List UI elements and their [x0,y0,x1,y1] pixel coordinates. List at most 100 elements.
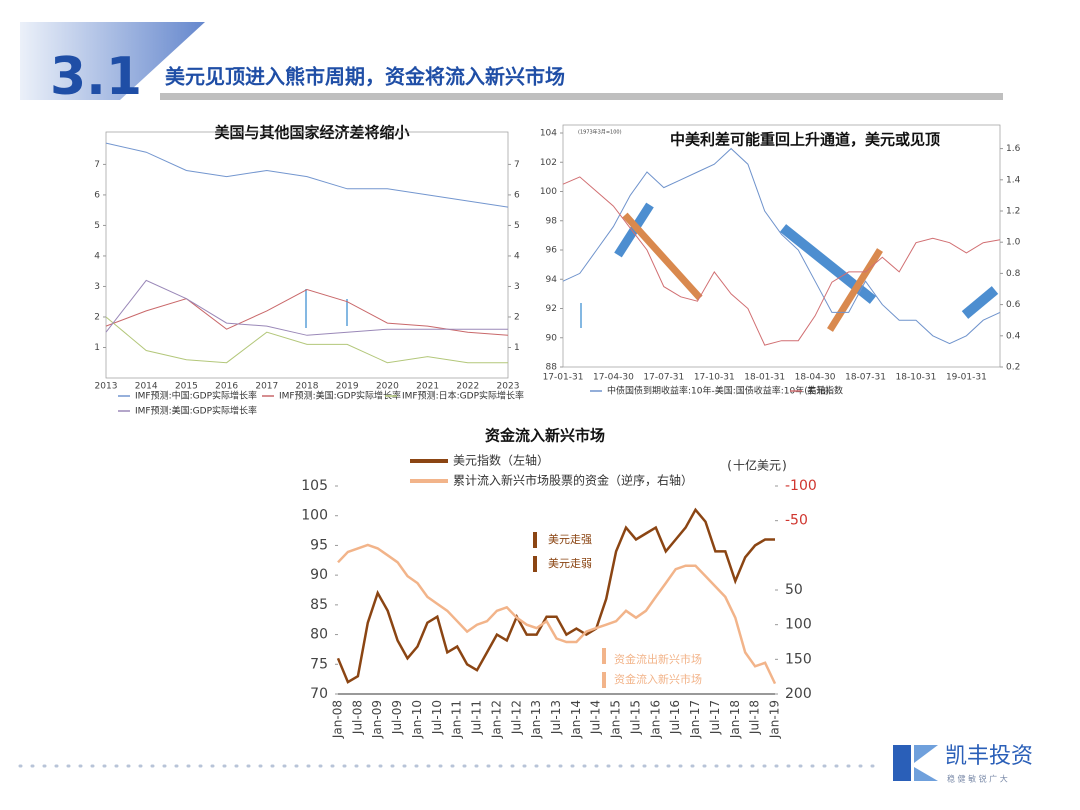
y2-tick-label: 1.2 [1006,207,1020,217]
y2-tick-label: 1 [514,343,520,353]
slide-title: 美元见顶进入熊市周期，资金将流入新兴市场 [165,65,565,89]
x-tick-label: Jan-13 [529,700,543,739]
y-tick-label: 70 [310,686,328,702]
y-tick-label: 100 [301,508,328,524]
y2-tick-label: 0.8 [1006,269,1021,279]
y2-axis-label: (十亿美元) [726,458,788,473]
logo-mark [914,767,938,781]
y-tick-label: 105 [301,478,328,494]
y-tick-label: 5 [94,221,100,231]
x-tick-label: Jan-19 [768,700,782,739]
series-line [336,507,775,684]
y-tick-label: 4 [94,251,100,261]
x-tick-label: 2019 [336,382,359,392]
y2-tick-label: 150 [785,651,812,667]
x-tick-label: Jul-17 [708,700,722,735]
y-tick-label: 100 [540,187,557,197]
x-tick-label: Jan-11 [450,700,464,739]
y2-tick-label: -100 [785,478,817,494]
x-tick-label: Jul-18 [748,700,762,735]
y-tick-label: 95 [310,537,328,553]
y-tick-label: 3 [94,282,100,292]
x-tick-label: Jul-10 [430,700,444,735]
y-tick-label: 96 [546,246,558,256]
y2-tick-label: 0.2 [1006,363,1020,373]
x-tick-label: Jan-08 [331,700,345,739]
arrow [622,212,703,301]
y-tick-label: 7 [94,160,100,170]
plot-frame [105,131,509,379]
series-line [105,279,508,336]
logo-tagline: 稳 健 敏 锐 广 大 [947,774,1008,784]
x-tick-label: Jul-12 [509,700,523,735]
x-tick-label: 2023 [497,382,520,392]
x-tick-label: 17-07-31 [643,373,684,383]
y2-tick-label: 1.4 [1006,175,1021,185]
header-decoration [20,22,205,100]
y-tick-label: 94 [546,275,558,285]
y-tick-label: 98 [546,216,558,226]
x-tick-label: Jan-09 [370,700,384,739]
y-tick-label: 92 [546,304,557,314]
y2-tick-label: 4 [514,251,520,261]
x-tick-label: Jan-12 [489,700,503,739]
y-tick-label: 75 [310,656,328,672]
y2-tick-label: 0.6 [1006,300,1021,310]
y2-tick-label: 0.4 [1006,331,1021,341]
x-tick-label: Jul-14 [589,700,603,735]
x-tick-label: Jul-08 [350,700,364,735]
y2-tick-label: 200 [785,686,812,702]
legend-label: IMF预测:美国:GDP实际增长率 [135,405,257,417]
legend-label: IMF预测:日本:GDP实际增长率 [402,390,524,402]
section-number: 3.1 [50,47,142,107]
x-tick-label: Jan-18 [728,700,742,739]
y2-tick-label: 50 [785,582,803,598]
x-tick-label: 2018 [296,382,319,392]
x-tick-label: Jan-10 [410,700,424,739]
logo-name: 凯丰投资 [945,744,1033,769]
y-tick-label: 2 [94,312,100,322]
x-tick-label: 2021 [416,382,439,392]
annotation: 资金流入新兴市场 [614,672,702,686]
x-tick-label: 2013 [95,382,118,392]
series-line [105,142,509,208]
legend-label: IMF预测:中国:GDP实际增长率 [135,390,257,402]
annotation: 资金流出新兴市场 [614,652,702,666]
annotation: 美元走强 [548,533,592,546]
x-tick-label: 17-10-31 [694,373,735,383]
x-tick-label: 18-04-30 [795,373,836,383]
y-tick-label: 1 [94,343,100,353]
x-tick-label: Jan-16 [648,700,662,739]
y-tick-label: 6 [94,190,100,200]
x-tick-label: Jan-17 [688,700,702,739]
y-tick-label: 90 [546,333,558,343]
x-tick-label: 2014 [135,382,158,392]
y2-tick-label: 1.6 [1006,144,1021,154]
x-tick-label: 2015 [175,382,198,392]
x-tick-label: Jul-16 [668,700,682,735]
legend-label: 美元指数（左轴） [453,453,549,468]
x-tick-label: 17-01-31 [543,373,584,383]
x-tick-label: 18-10-31 [896,373,937,383]
legend-label: IMF预测:美国:GDP实际增长率 [279,390,401,402]
y-tick-label: 90 [310,567,328,583]
annotation: 美元走弱 [548,557,592,570]
y-tick-label: 104 [540,129,557,139]
legend-label: 累计流入新兴市场股票的资金（逆序，右轴） [453,473,693,488]
x-tick-label: 17-04-30 [593,373,634,383]
y2-tick-label: 100 [785,617,812,633]
y2-tick-label: -50 [785,513,808,529]
x-tick-label: Jul-13 [549,700,563,735]
series-line [337,543,777,685]
x-tick-label: 2022 [456,382,479,392]
series-line [562,176,1001,346]
y-tick-label: 102 [540,158,557,168]
arrow [961,286,999,319]
x-tick-label: 2017 [255,382,278,392]
chart-title: 中美利差可能重回上升通道，美元或见顶 [670,131,940,149]
logo-mark [893,745,911,781]
y-tick-label: 80 [310,627,328,643]
y2-tick-label: 1.0 [1006,238,1021,248]
x-tick-label: 19-01-31 [946,373,987,383]
